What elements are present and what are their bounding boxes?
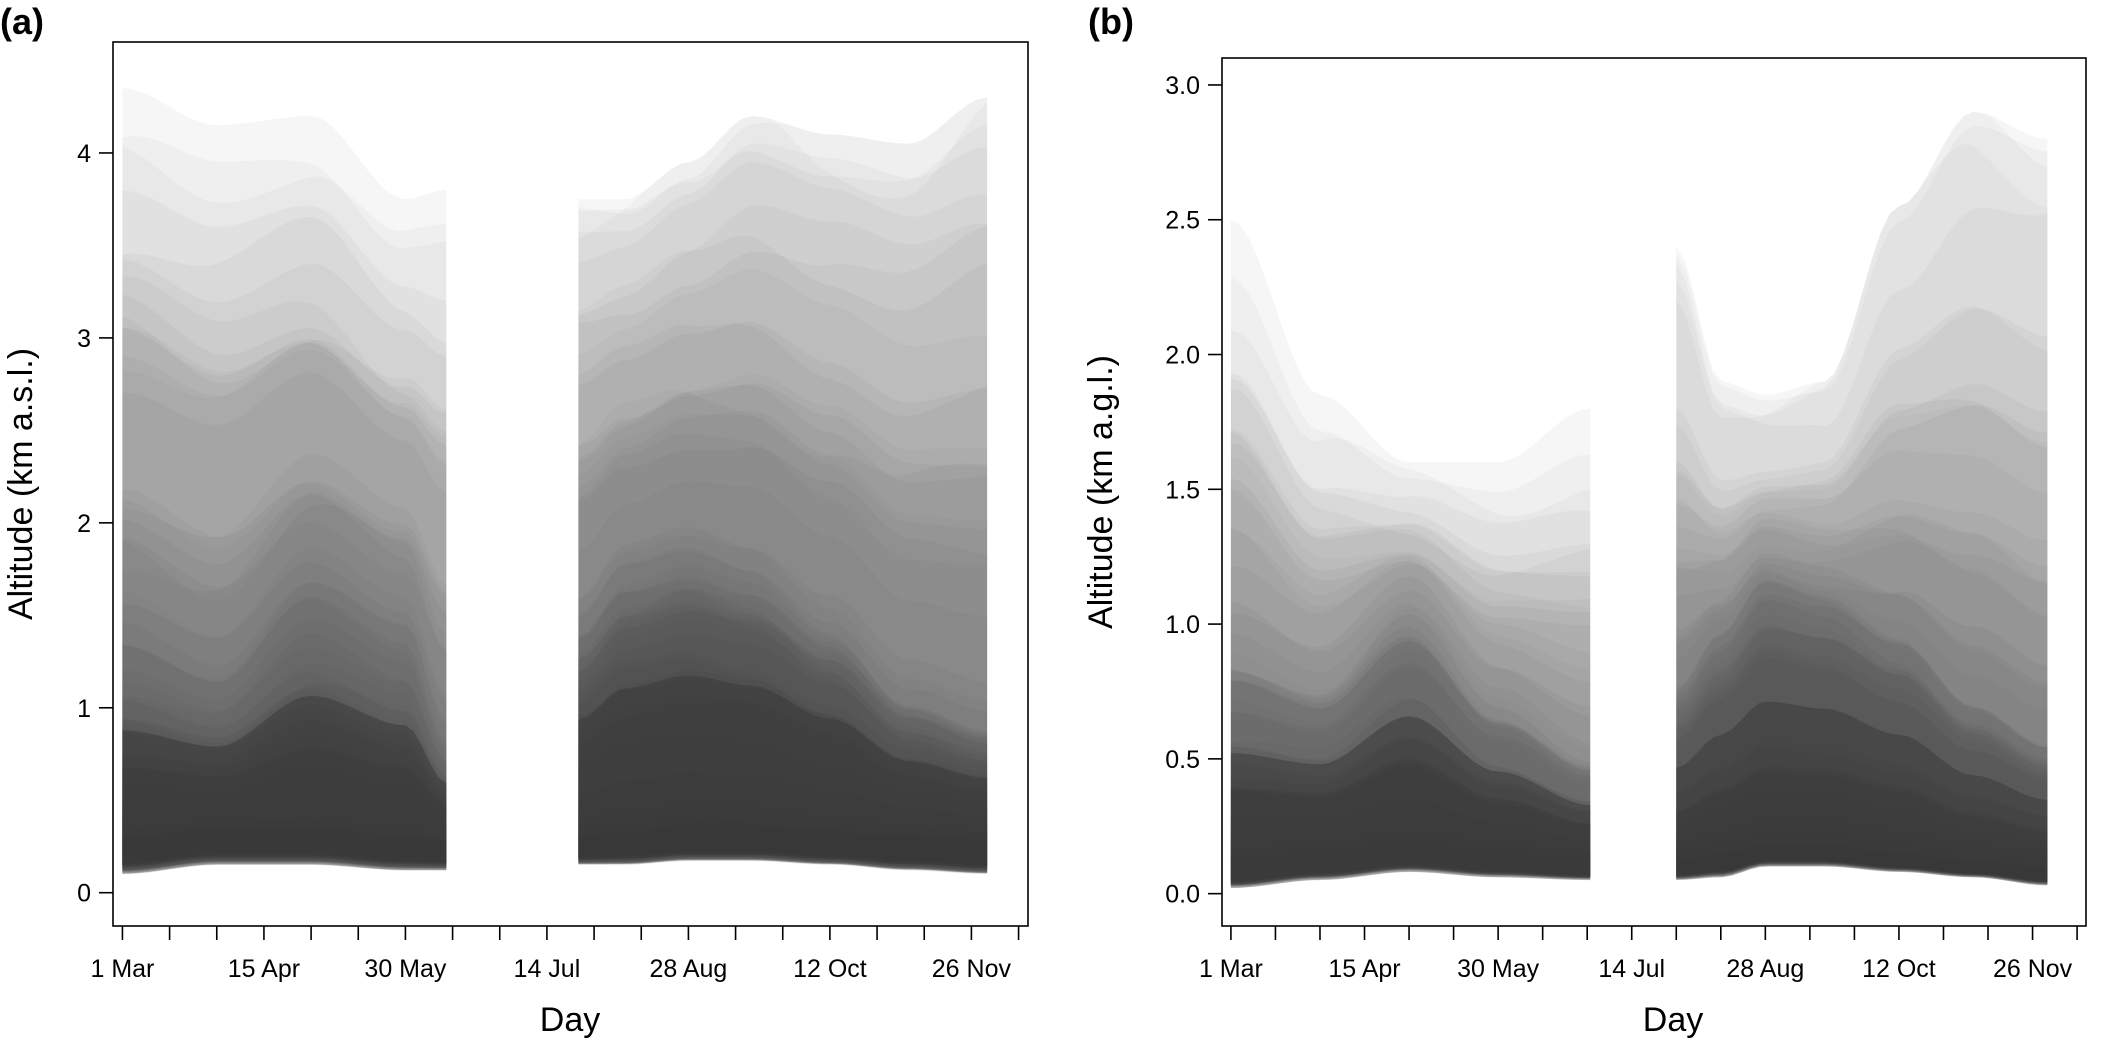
- y-tick-label: 1: [77, 695, 91, 723]
- altitude-outer-envelope: [122, 88, 447, 875]
- x-tick-label: 12 Oct: [1862, 955, 1936, 983]
- altitude-band: [578, 826, 988, 868]
- y-tick-label: 4: [77, 140, 91, 168]
- panel-b-x-axis-title: Day: [1643, 1001, 1703, 1039]
- panel-b-ticks: 0.0 0.5 1.0 1.5 2.0 2.5 3.0 1 Mar 15 Apr 30 May 14…: [1165, 72, 2078, 983]
- x-tick-label: 12 Oct: [793, 955, 867, 983]
- altitude-core-band: [578, 675, 988, 841]
- y-tick-label: 2.0: [1165, 342, 1200, 370]
- x-tick-label: 28 Aug: [1726, 955, 1804, 983]
- y-tick-label: 1.5: [1165, 476, 1200, 504]
- y-tick-label: 1.0: [1165, 611, 1200, 639]
- altitude-band: [1230, 824, 1591, 882]
- altitude-core-band: [1676, 701, 2048, 867]
- altitude-band: [122, 821, 447, 873]
- x-tick-label: 1 Mar: [1199, 955, 1263, 983]
- panel-a-frame: [112, 41, 1029, 927]
- altitude-band: [1230, 388, 1591, 888]
- panel-b-frame: [1221, 57, 2087, 927]
- altitude-band: [1676, 843, 2048, 884]
- altitude-band: [1676, 833, 2048, 884]
- y-tick-label: 0.0: [1165, 881, 1200, 909]
- y-tick-label: 0.5: [1165, 746, 1200, 774]
- panel-b-label: (b): [1088, 1, 1134, 42]
- altitude-band: [578, 815, 988, 869]
- altitude-band: [1230, 845, 1591, 881]
- altitude-band: [1676, 842, 2048, 885]
- altitude-core-band: [122, 695, 447, 841]
- altitude-outer-envelope: [578, 97, 988, 875]
- x-tick-label: 26 Nov: [932, 955, 1012, 983]
- altitude-band: [122, 826, 447, 869]
- panel-a-label: (a): [0, 1, 44, 42]
- panel-a: (a) 0 1 2 3 4 1 Mar 15 Apr 30 May 14 Jul 28 Aug 12…: [0, 1, 1029, 1039]
- altitude-outer-envelope: [1230, 219, 1591, 889]
- x-tick-label: 15 Apr: [1328, 955, 1400, 983]
- altitude-band: [578, 825, 988, 874]
- panel-a-plot-area: [122, 88, 988, 875]
- altitude-band: [1676, 842, 2048, 881]
- altitude-band: [578, 821, 988, 868]
- y-tick-label: 3.0: [1165, 72, 1200, 100]
- panel-b-y-axis-title: Altitude (km a.g.l.): [1082, 355, 1120, 629]
- y-tick-label: 2: [77, 510, 91, 538]
- x-tick-label: 15 Apr: [228, 955, 300, 983]
- x-tick-label: 30 May: [364, 955, 446, 983]
- panel-b: (b) 0.0 0.5 1.0 1.5 2.0 2.5 3.0 1 Mar 15 Apr 30 M…: [1082, 1, 2087, 1039]
- altitude-band: [122, 824, 447, 872]
- x-tick-label: 14 Jul: [1598, 955, 1665, 983]
- altitude-outer-envelope: [1676, 111, 2048, 886]
- y-tick-label: 2.5: [1165, 207, 1200, 235]
- altitude-core-band: [1230, 716, 1591, 862]
- x-tick-label: 30 May: [1457, 955, 1539, 983]
- altitude-band: [1230, 373, 1591, 882]
- x-tick-label: 26 Nov: [1993, 955, 2073, 983]
- altitude-band: [1676, 841, 2048, 885]
- y-tick-label: 3: [77, 325, 91, 353]
- panel-a-x-axis-title: Day: [540, 1001, 600, 1039]
- altitude-band: [1676, 845, 2048, 885]
- x-tick-label: 14 Jul: [514, 955, 581, 983]
- altitude-band: [1676, 833, 2048, 884]
- x-tick-label: 1 Mar: [90, 955, 154, 983]
- altitude-band: [1676, 844, 2048, 882]
- altitude-band: [122, 826, 447, 866]
- y-tick-label: 0: [77, 880, 91, 908]
- panel-a-ticks: 0 1 2 3 4 1 Mar 15 Apr 30 May 14 Jul 28 Aug 12 Oct…: [77, 140, 1020, 983]
- x-tick-label: 28 Aug: [649, 955, 727, 983]
- altitude-band: [122, 821, 447, 873]
- panel-b-plot-area: [1230, 111, 2048, 889]
- altitude-band: [1230, 828, 1591, 883]
- panel-a-y-axis-title: Altitude (km a.s.l.): [2, 348, 40, 620]
